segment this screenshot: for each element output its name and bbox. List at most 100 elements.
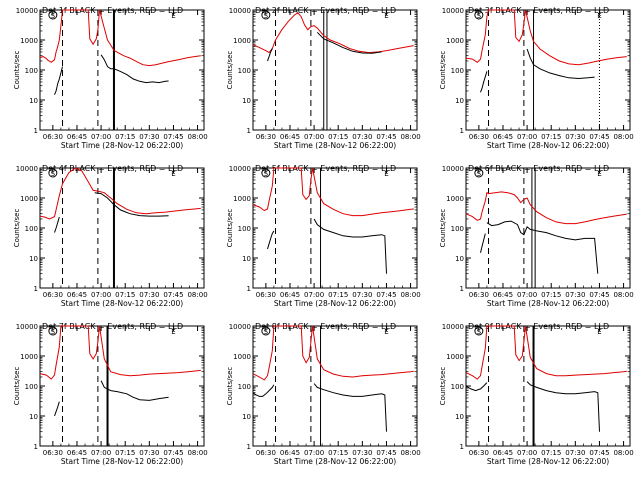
start-marker-circle	[474, 10, 484, 20]
x-tick-label: 06:30	[43, 449, 63, 457]
y-tick-label: 100	[451, 383, 464, 391]
events-series-line	[480, 71, 488, 93]
x-tick-label: 07:30	[565, 291, 585, 299]
x-tick-label: 07:00	[304, 291, 324, 299]
plot-frame	[465, 325, 631, 447]
event-marker-label: S	[477, 12, 482, 20]
x-tick-label: 07:45	[163, 291, 183, 299]
y-tick-label: 10000	[229, 323, 251, 331]
start-marker-circle	[261, 168, 271, 178]
event-marker-label: E	[597, 12, 601, 20]
detector-panel: Det 3f BLACK = Events, RED = LLD 1 10 100 10…	[439, 6, 634, 150]
y-tick-label: 10	[455, 255, 464, 263]
y-tick-label: 10	[29, 255, 38, 263]
plot-frame	[252, 167, 418, 289]
detector-panel: Det 6f BLACK = Events, RED = LLD 1 10 100 10…	[439, 164, 634, 308]
x-tick-label: 06:45	[280, 449, 300, 457]
plot-frame	[252, 325, 418, 447]
x-tick-label: 07:15	[328, 133, 348, 141]
plot-frame	[39, 9, 205, 131]
events-series-line-late	[313, 218, 387, 274]
y-axis-label: Counts/sec	[226, 51, 234, 90]
y-tick-label: 1000	[446, 353, 464, 361]
y-tick-label: 1	[460, 443, 464, 451]
start-marker-circle	[261, 326, 271, 336]
y-tick-label: 1000	[20, 37, 38, 45]
y-tick-label: 10000	[16, 7, 38, 15]
y-tick-label: 100	[238, 67, 251, 75]
panel-title: Det 3f BLACK = Events, RED = LLD	[468, 6, 609, 15]
event-marker-label: S	[477, 328, 482, 336]
x-tick-label: 07:30	[352, 291, 372, 299]
x-axis-label: Start Time (28-Nov-12 06:22:00)	[61, 457, 183, 466]
x-tick-label: 08:00	[613, 291, 633, 299]
events-series-line-late	[486, 220, 599, 274]
x-tick-label: 07:45	[589, 291, 609, 299]
x-tick-label: 06:30	[469, 133, 489, 141]
lld-series-line	[252, 167, 414, 217]
event-marker-label: S	[264, 170, 269, 178]
panel-title: Det 9f BLACK = Events, RED = LLD	[468, 322, 609, 331]
x-tick-label: 07:00	[517, 133, 537, 141]
events-series-line	[54, 401, 60, 417]
x-tick-label: 06:30	[256, 449, 276, 457]
events-series-line-late	[100, 54, 169, 84]
events-series-line-late	[313, 383, 387, 432]
y-tick-label: 1	[460, 285, 464, 293]
x-tick-label: 07:15	[541, 133, 561, 141]
events-series-line	[267, 48, 273, 62]
events-series-line	[267, 230, 275, 250]
y-tick-label: 10000	[442, 7, 464, 15]
panel-title: Det 5f BLACK = Events, RED = LLD	[255, 164, 396, 173]
y-tick-label: 1000	[446, 195, 464, 203]
x-axis-label: Start Time (28-Nov-12 06:22:00)	[487, 141, 609, 150]
y-tick-label: 10	[242, 255, 251, 263]
x-tick-label: 08:00	[400, 133, 420, 141]
events-series-line	[54, 66, 63, 95]
x-tick-label: 06:30	[43, 291, 63, 299]
x-tick-label: 07:30	[352, 133, 372, 141]
x-tick-label: 07:15	[328, 449, 348, 457]
x-tick-label: 07:00	[91, 291, 111, 299]
y-tick-label: 10	[242, 97, 251, 105]
x-tick-label: 08:00	[400, 291, 420, 299]
y-axis-label: Counts/sec	[13, 209, 21, 248]
event-marker-label: E	[384, 170, 388, 178]
x-tick-label: 07:30	[565, 133, 585, 141]
y-tick-label: 100	[25, 225, 38, 233]
lld-series-line	[39, 9, 201, 67]
x-tick-label: 07:00	[304, 133, 324, 141]
lld-series-line	[465, 325, 627, 380]
events-series-line	[465, 382, 488, 392]
y-axis-label: Counts/sec	[226, 367, 234, 406]
detector-panel: Det 2f BLACK = Events, RED = LLD 1 10 100 10…	[226, 6, 421, 150]
events-series-line-late	[100, 380, 169, 401]
x-tick-label: 07:45	[163, 133, 183, 141]
x-tick-label: 06:45	[280, 133, 300, 141]
y-tick-label: 1000	[446, 37, 464, 45]
detector-panel: Det 5f BLACK = Events, RED = LLD 1 10 100 10…	[226, 164, 421, 308]
x-tick-label: 07:45	[589, 449, 609, 457]
x-tick-label: 06:30	[469, 449, 489, 457]
x-tick-label: 07:30	[139, 291, 159, 299]
y-axis-label: Counts/sec	[439, 209, 447, 248]
start-marker-circle	[474, 168, 484, 178]
y-tick-label: 10000	[16, 165, 38, 173]
x-tick-label: 07:30	[565, 449, 585, 457]
x-tick-label: 08:00	[400, 449, 420, 457]
event-marker-label: S	[264, 328, 269, 336]
x-tick-label: 07:00	[91, 133, 111, 141]
detector-panel: Det 9f BLACK = Events, RED = LLD 1 10 100 10…	[439, 322, 634, 466]
events-series-line-late	[94, 192, 169, 217]
detector-panel: Det 4f BLACK = Events, RED = LLD 1 10 100 10…	[13, 164, 208, 308]
x-tick-label: 07:15	[115, 133, 135, 141]
lld-series-line	[252, 12, 414, 54]
plot-frame	[465, 167, 631, 289]
event-marker-label: E	[171, 328, 175, 336]
lld-series-line	[39, 167, 201, 220]
y-axis-label: Counts/sec	[226, 209, 234, 248]
x-tick-label: 06:30	[43, 133, 63, 141]
panel-title: Det 1f BLACK = Events, RED = LLD	[42, 6, 183, 15]
panel-title: Det 7f BLACK = Events, RED = LLD	[42, 322, 183, 331]
